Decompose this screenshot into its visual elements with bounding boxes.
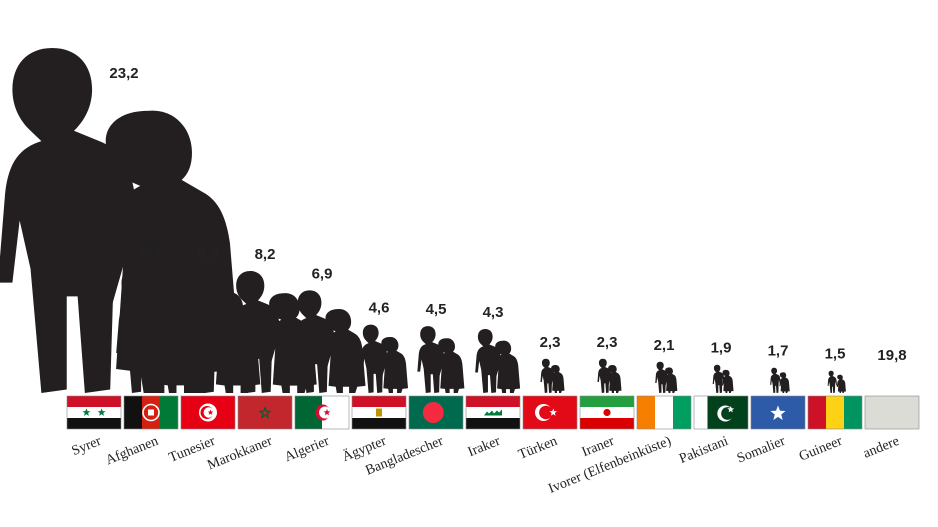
value-label-marokkaner: 8,2: [255, 246, 276, 263]
flag-marokkaner: [237, 395, 293, 430]
silhouette-aegypter: [359, 324, 409, 393]
silhouette-algerier: [293, 290, 366, 393]
value-label-iraner: 2,3: [597, 334, 618, 351]
silhouette-iraker: [475, 329, 521, 393]
flag-afghanen: [123, 395, 179, 430]
value-label-iraker: 4,3: [483, 304, 504, 321]
flag-syrer: [66, 395, 122, 430]
category-label-andere: andere: [861, 434, 901, 462]
value-labels: 23,2 8,4 8,3 8,2 6,9 4,6 4,5 4,3 2,3 2,3 2,1 1,9 1,7…: [109, 65, 906, 364]
value-label-pakistani: 1,9: [711, 340, 732, 357]
category-label-pakistani: Pakistani: [677, 434, 730, 467]
category-label-somalier: Somalier: [735, 434, 788, 467]
value-label-afghanen: 8,4: [141, 243, 163, 260]
silhouette-tuerken: [540, 358, 565, 393]
flag-pakistani: [693, 395, 749, 430]
flag-andere: [864, 395, 920, 430]
value-label-aegypter: 4,6: [369, 300, 390, 317]
value-label-syrer: 23,2: [109, 65, 138, 82]
value-label-andere: 19,8: [877, 347, 906, 364]
silhouette-guineer: [827, 370, 846, 393]
value-label-guineer: 1,5: [825, 346, 846, 363]
category-label-algerier: Algerier: [283, 434, 332, 466]
value-label-somalier: 1,7: [768, 343, 789, 360]
category-label-syrer: Syrer: [70, 434, 104, 459]
silhouette-bangladescher: [417, 326, 465, 394]
flag-iraker: [465, 395, 521, 430]
value-label-bangladescher: 4,5: [426, 301, 447, 318]
value-label-tuerken: 2,3: [540, 334, 561, 351]
category-label-iraker: Iraker: [466, 434, 503, 461]
category-label-guineer: Guineer: [797, 434, 845, 465]
flags: [66, 395, 920, 430]
flag-somalier: [750, 395, 806, 430]
flag-ivorer-elfenbeinkueste: [636, 395, 692, 430]
flag-bangladescher: [408, 395, 464, 430]
category-label-afghanen: Afghanen: [104, 434, 161, 469]
value-label-algerier: 6,9: [312, 265, 333, 282]
category-label-marokkaner: Marokkaner: [205, 434, 274, 474]
silhouette-somalier: [770, 367, 790, 393]
flag-tuerken: [522, 395, 578, 430]
flag-tunesier: [180, 395, 236, 430]
silhouette-ivorer-elfenbeinkueste: [655, 361, 678, 393]
flag-aegypter: [351, 395, 407, 430]
flag-iraner: [579, 395, 635, 430]
flag-guineer: [807, 395, 863, 430]
category-label-tuerken: Türken: [516, 434, 559, 463]
value-label-ivorer-elfenbeinkueste: 2,1: [654, 337, 675, 354]
silhouettes: [0, 48, 846, 394]
flag-algerier: [294, 395, 350, 430]
value-label-tunesier: 8,3: [198, 245, 219, 262]
silhouette-iraner: [597, 358, 622, 393]
silhouette-pakistani: [712, 364, 734, 393]
